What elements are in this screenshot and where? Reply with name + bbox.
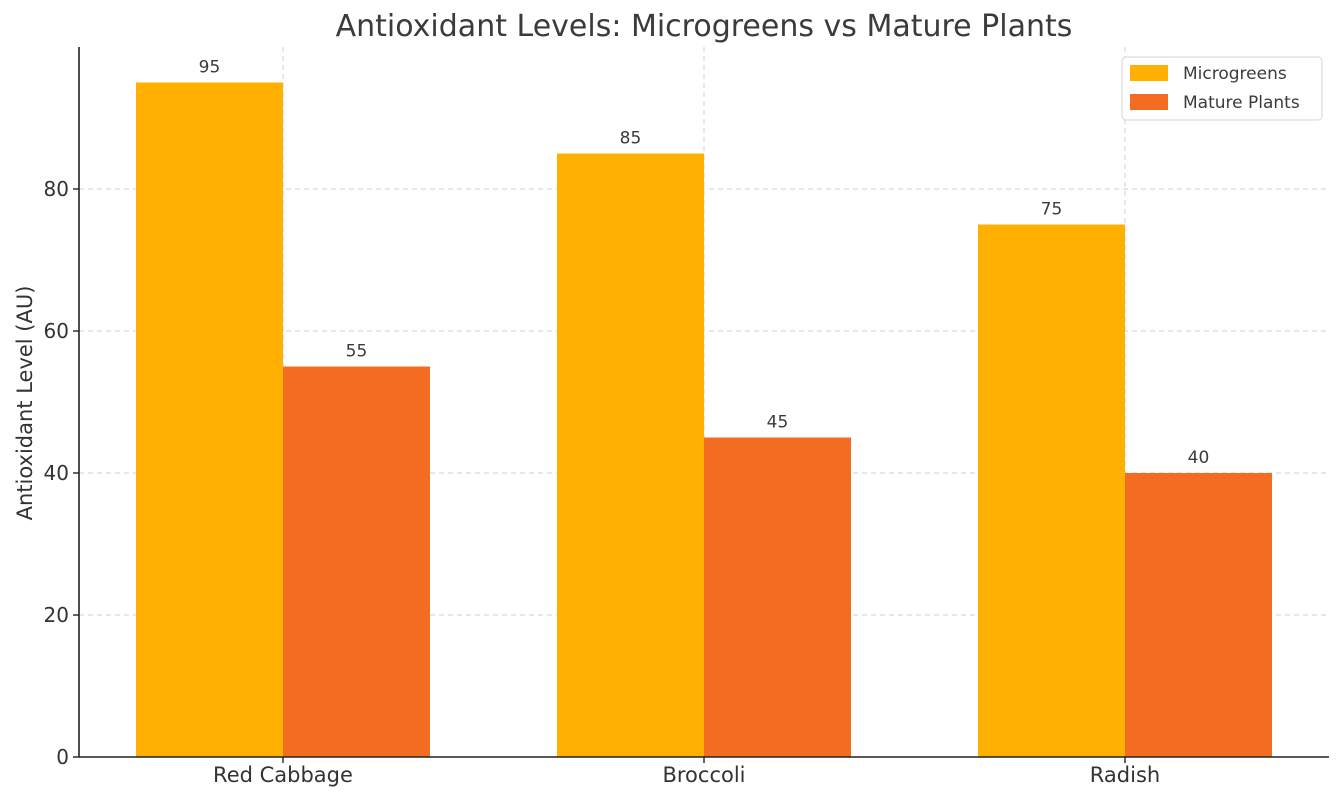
bar [978, 224, 1125, 757]
bar [704, 437, 851, 757]
bars [136, 82, 1272, 757]
x-tick-label: Broccoli [662, 763, 745, 787]
y-tick-label: 20 [44, 603, 69, 627]
bar-value-label: 40 [1188, 448, 1210, 468]
bar-value-label: 75 [1041, 200, 1063, 220]
bar-value-label: 85 [620, 129, 642, 149]
bar [557, 153, 704, 757]
bar-value-label: 45 [767, 413, 789, 433]
data-labels: 95 55 85 45 75 40 [199, 58, 1210, 469]
chart-title: Antioxidant Levels: Microgreens vs Matur… [336, 9, 1073, 44]
axis-ticks: 0 20 40 60 80 Red Cabbage Broccoli Radish [44, 177, 1161, 787]
y-axis-label: Antioxidant Level (AU) [13, 286, 37, 521]
legend-swatch [1130, 65, 1168, 81]
x-tick-label: Radish [1090, 763, 1160, 787]
legend-swatch [1130, 94, 1168, 110]
x-tick-label: Red Cabbage [213, 763, 353, 787]
bar [136, 82, 283, 757]
y-tick-label: 40 [44, 461, 69, 485]
legend: Microgreens Mature Plants [1121, 56, 1323, 121]
bar-value-label: 55 [346, 342, 368, 362]
y-tick-label: 0 [56, 745, 69, 769]
legend-label: Mature Plants [1183, 93, 1300, 113]
bar [1125, 473, 1272, 757]
y-tick-label: 80 [44, 177, 69, 201]
bar [283, 366, 430, 757]
legend-label: Microgreens [1183, 64, 1287, 84]
bar-value-label: 95 [199, 58, 221, 78]
legend-box [1121, 56, 1323, 121]
y-tick-label: 60 [44, 319, 69, 343]
